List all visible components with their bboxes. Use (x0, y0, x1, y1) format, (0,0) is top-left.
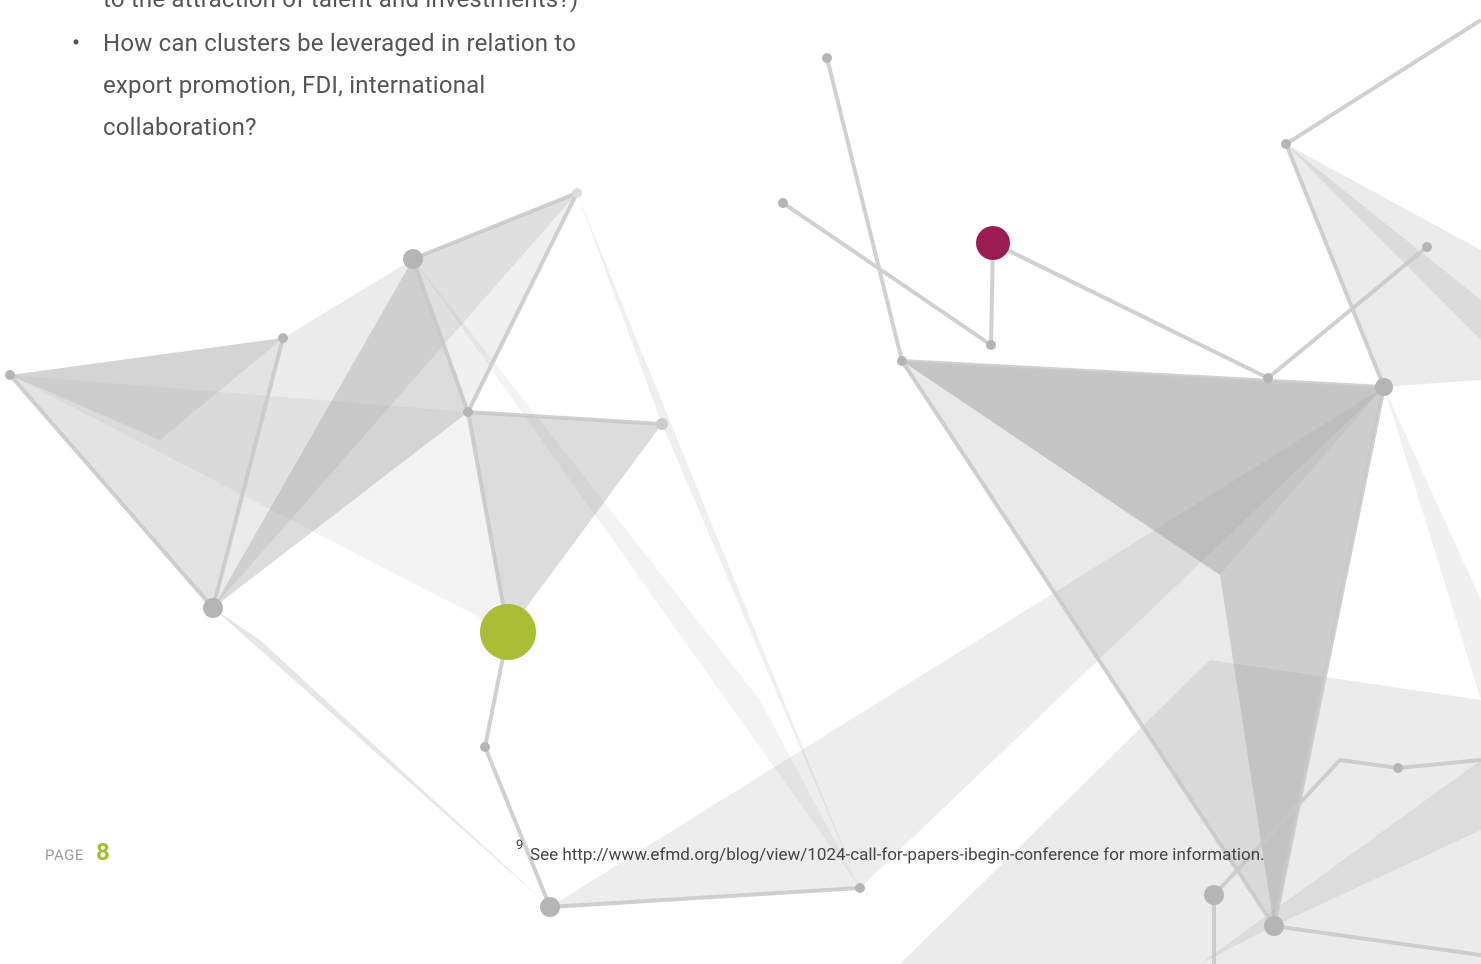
footnote-text: See http://www.efmd.org/blog/view/1024-c… (530, 845, 1265, 865)
continued-line: to the attraction of talent and investme… (103, 0, 578, 20)
page: {"body": {"continued_line": "to the attr… (0, 0, 1481, 964)
footnote-marker: 9 (516, 838, 523, 853)
bullet-marker: • (72, 22, 80, 64)
page-number: 8 (96, 838, 110, 866)
page-label: PAGE (45, 846, 84, 864)
bullet-item: How can clusters be leveraged in relatio… (103, 22, 643, 148)
